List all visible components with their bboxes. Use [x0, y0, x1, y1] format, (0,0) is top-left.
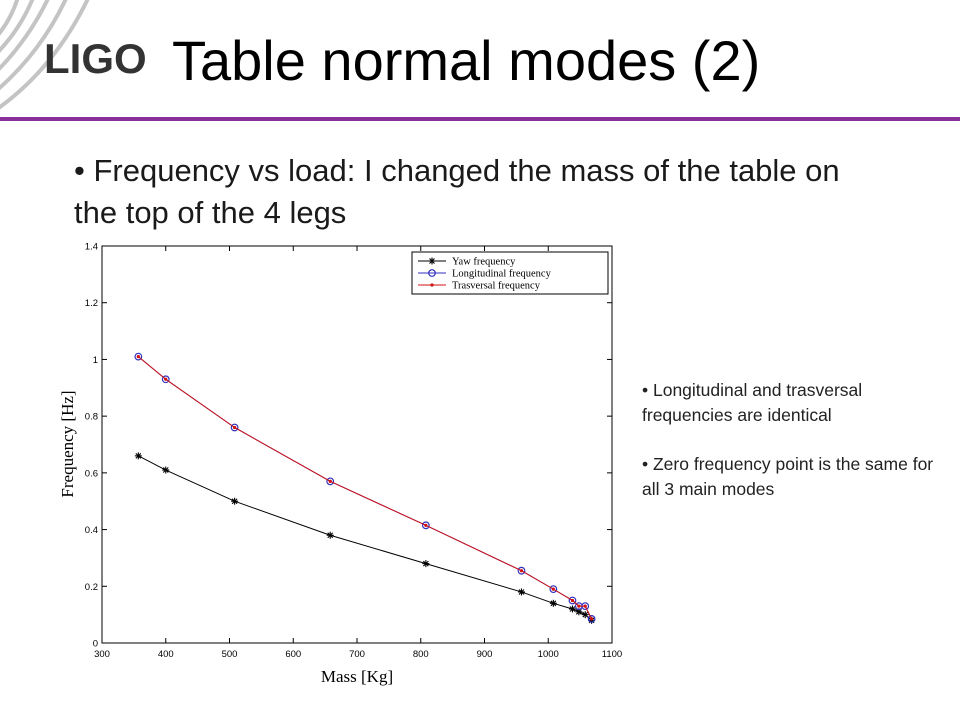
y-tick-label: 0.2	[85, 582, 98, 593]
data-point-dot	[570, 598, 575, 603]
legend-label: Yaw frequency	[452, 257, 516, 268]
series	[134, 352, 596, 624]
x-tick-label: 500	[222, 649, 238, 660]
legend-entry: Yaw frequency	[418, 257, 516, 268]
data-point-dot	[577, 604, 581, 608]
title-divider	[0, 117, 960, 121]
data-point-circle	[230, 423, 239, 432]
data-point-circle	[568, 596, 577, 605]
data-point-dot	[164, 377, 168, 381]
data-point-star	[134, 452, 142, 460]
x-tick-label: 600	[285, 649, 301, 660]
data-point-circle	[161, 375, 170, 384]
x-tick-label: 400	[158, 649, 174, 660]
logo-text: LIGO	[44, 35, 147, 82]
data-point-star	[517, 588, 525, 596]
data-point-dot	[424, 523, 428, 527]
data-point-star	[568, 605, 576, 613]
data-point-star	[162, 466, 170, 474]
legend-label: Longitudinal frequency	[452, 269, 552, 280]
y-tick-label: 1.2	[85, 298, 98, 309]
data-point-circle	[428, 269, 436, 277]
legend-entry: Longitudinal frequency	[418, 269, 552, 280]
x-tick-label: 800	[413, 649, 429, 660]
data-point-star	[428, 257, 436, 265]
main-bullet: • Frequency vs load: I changed the mass …	[74, 153, 840, 230]
data-point-star	[231, 497, 239, 505]
x-tick-label: 900	[477, 649, 493, 660]
data-point-dot	[519, 569, 524, 573]
y-axis-label: Frequency [Hz]	[60, 390, 77, 497]
data-point-dot	[328, 479, 332, 483]
axes: 300 400 500 600 700 800 900 1000 1100 0 0.2 0.4 0.6 0…	[85, 242, 622, 661]
plot-area	[101, 245, 613, 644]
data-point-dot	[136, 354, 140, 359]
side-note-identical: • Longitudinal and trasversal frequencie…	[642, 380, 863, 425]
y-tick-label: 0.6	[85, 468, 98, 479]
legend-label: Trasversal frequency	[452, 281, 541, 292]
y-tick-label: 0.4	[85, 525, 98, 536]
data-point-star	[422, 560, 430, 568]
frequency-vs-mass-chart: 300 400 500 600 700 800 900 1000 1100 0 0.2 0.4 0.6 0…	[60, 242, 622, 687]
data-point-circle	[326, 477, 335, 486]
series-trasversal-frequency	[136, 354, 594, 621]
slide-title: Table normal modes (2)	[172, 29, 761, 92]
y-tick-label: 0	[93, 639, 98, 650]
side-note-zero-point: • Zero frequency point is the same for a…	[642, 454, 934, 499]
y-tick-label: 1.4	[85, 242, 98, 253]
x-tick-label: 1100	[602, 649, 622, 660]
y-tick-label: 1	[93, 355, 98, 366]
data-point-dot	[590, 617, 594, 621]
data-point-dot	[430, 283, 434, 287]
data-point-dot	[233, 425, 237, 430]
data-point-circle	[587, 614, 596, 623]
legend-entry: Trasversal frequency	[418, 281, 541, 292]
x-tick-label: 300	[94, 649, 110, 660]
data-point-star	[549, 599, 557, 607]
data-point-circle	[421, 521, 430, 530]
data-point-circle	[517, 566, 526, 575]
x-tick-label: 1000	[538, 649, 559, 660]
y-tick-label: 0.8	[85, 412, 98, 423]
data-point-star	[326, 531, 334, 539]
data-point-dot	[551, 587, 555, 591]
x-axis-label: Mass [Kg]	[321, 667, 393, 686]
ligo-logo: LIGO	[0, 0, 147, 110]
data-point-circle	[549, 585, 558, 594]
data-point-star	[581, 611, 589, 619]
x-tick-label: 700	[349, 649, 365, 660]
data-point-dot	[583, 604, 587, 608]
data-point-circle	[134, 352, 143, 361]
